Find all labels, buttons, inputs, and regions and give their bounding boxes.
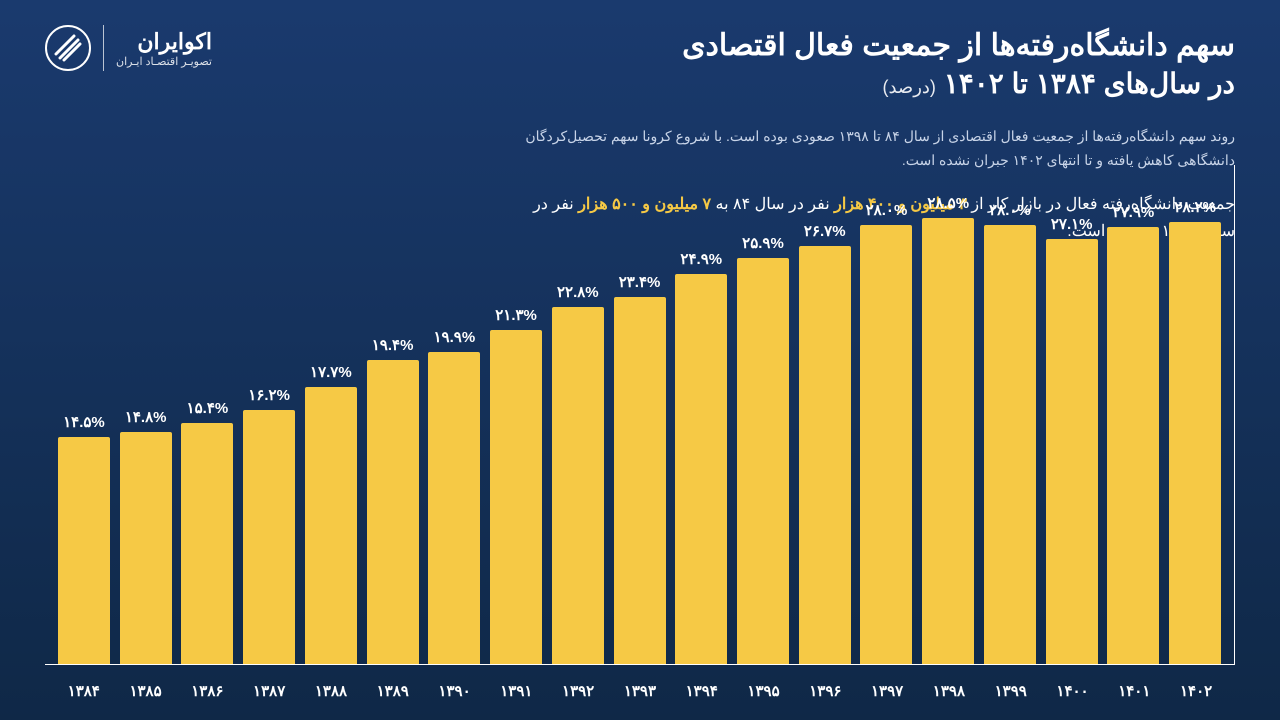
bar [367,360,419,664]
bar [305,387,357,664]
logo-divider [103,25,104,71]
bar-value-label: ۲۸.۲% [1174,198,1216,216]
x-axis-label: ۱۴۰۲ [1168,682,1224,700]
bar-value-label: ۲۸.۰% [989,201,1031,219]
bar [428,352,480,664]
bar [984,225,1036,664]
bar [614,297,666,664]
bar-wrap: ۲۸.۰% [982,201,1038,664]
bar-value-label: ۱۷.۷% [310,363,352,381]
bar-value-label: ۲۳.۴% [619,273,661,291]
bar [490,330,542,664]
bar-value-label: ۲۵.۹% [742,234,784,252]
bar-wrap: ۲۳.۴% [612,273,668,664]
bar [1169,222,1221,664]
bar-value-label: ۲۶.۷% [804,222,846,240]
bar-value-label: ۲۷.۹% [1113,203,1155,221]
bar [243,410,295,664]
bar [552,307,604,664]
bar-wrap: ۲۱.۳% [488,306,544,664]
bar [1107,227,1159,664]
title-unit: (درصد) [882,77,935,97]
x-axis-label: ۱۳۸۷ [241,682,297,700]
bar-wrap: ۲۸.۵% [920,194,976,665]
logo-tagline: تصویـر اقتصـاد ایـران [116,55,212,68]
bar [675,274,727,664]
x-axis-label: ۱۳۹۰ [427,682,483,700]
logo: اکوایران تصویـر اقتصـاد ایـران [45,25,212,71]
bar-value-label: ۲۷.۱% [1051,215,1093,233]
logo-text: اکوایران تصویـر اقتصـاد ایـران [116,29,212,68]
x-axis-label: ۱۳۸۹ [365,682,421,700]
bar-wrap: ۱۹.۴% [365,336,421,664]
bar [1046,239,1098,664]
x-axis-label: ۱۳۹۷ [859,682,915,700]
bar [737,258,789,664]
x-axis-label: ۱۳۹۶ [797,682,853,700]
bar-value-label: ۱۶.۲% [248,386,290,404]
bar-value-label: ۲۸.۵% [927,194,969,212]
bar-value-label: ۲۴.۹% [680,250,722,268]
bar-wrap: ۲۵.۹% [735,234,791,664]
bar-value-label: ۲۸.۰% [866,201,908,219]
logo-name: اکوایران [116,29,212,55]
bar [922,218,974,665]
bar-value-label: ۱۵.۴% [187,399,229,417]
x-axis-label: ۱۳۹۳ [612,682,668,700]
title-line2: در سال‌های ۱۳۸۴ تا ۱۴۰۲ (درصد) [682,67,1235,100]
x-axis-label: ۱۳۹۱ [488,682,544,700]
bar-wrap: ۲۶.۷% [797,222,853,664]
bar-wrap: ۲۷.۱% [1044,215,1100,664]
x-axis-label: ۱۴۰۰ [1045,682,1101,700]
x-axis-label: ۱۳۹۹ [983,682,1039,700]
bar [860,225,912,664]
x-axis-label: ۱۳۹۲ [550,682,606,700]
x-axis-label: ۱۳۸۵ [118,682,174,700]
bar-wrap: ۱۷.۷% [303,363,359,664]
x-axis-label: ۱۳۸۶ [179,682,235,700]
title-block: سهم دانشگاه‌رفته‌ها از جمعیت فعال اقتصاد… [682,25,1235,100]
bar-wrap: ۱۶.۲% [241,386,297,664]
bar-wrap: ۱۵.۴% [180,399,236,664]
bar-value-label: ۲۱.۳% [495,306,537,324]
bar-value-label: ۲۲.۸% [557,283,599,301]
bar-wrap: ۲۸.۲% [1167,198,1223,664]
header: سهم دانشگاه‌رفته‌ها از جمعیت فعال اقتصاد… [0,0,1280,110]
bar-value-label: ۱۴.۸% [125,408,167,426]
bar-wrap: ۱۴.۵% [56,413,112,664]
x-axis-label: ۱۳۹۴ [674,682,730,700]
title-line1: سهم دانشگاه‌رفته‌ها از جمعیت فعال اقتصاد… [682,25,1235,67]
bar-wrap: ۲۴.۹% [673,250,729,664]
bar-wrap: ۲۲.۸% [550,283,606,664]
x-axis-label: ۱۳۸۴ [56,682,112,700]
bar-value-label: ۱۴.۵% [63,413,105,431]
x-axis-label: ۱۳۸۸ [303,682,359,700]
stripes-icon [54,34,82,62]
bar-wrap: ۱۴.۸% [118,408,174,664]
bar-wrap: ۲۷.۹% [1106,203,1162,664]
x-axis-label: ۱۳۹۸ [921,682,977,700]
logo-icon [45,25,91,71]
bar [120,432,172,664]
bars-container: ۱۴.۵% ۱۴.۸% ۱۵.۴% ۱۶.۲% ۱۷.۷% ۱۹.۴% ۱۹.۹% ۲۱.۳%… [45,165,1235,665]
x-axis-label: ۱۳۹۵ [736,682,792,700]
x-axis-label: ۱۴۰۱ [1106,682,1162,700]
bar-wrap: ۲۸.۰% [859,201,915,664]
x-axis-labels: ۱۳۸۴ ۱۳۸۵ ۱۳۸۶ ۱۳۸۷ ۱۳۸۸ ۱۳۸۹ ۱۳۹۰ ۱۳۹۱ ۱۳۹۲ ۱۳۹۳… [45,682,1235,700]
bar-value-label: ۱۹.۴% [372,336,414,354]
bar [799,246,851,664]
bar [181,423,233,664]
bar-value-label: ۱۹.۹% [433,328,475,346]
bar [58,437,110,664]
bar-chart: ۱۴.۵% ۱۴.۸% ۱۵.۴% ۱۶.۲% ۱۷.۷% ۱۹.۴% ۱۹.۹% ۲۱.۳%… [45,140,1235,700]
bar-wrap: ۱۹.۹% [426,328,482,664]
